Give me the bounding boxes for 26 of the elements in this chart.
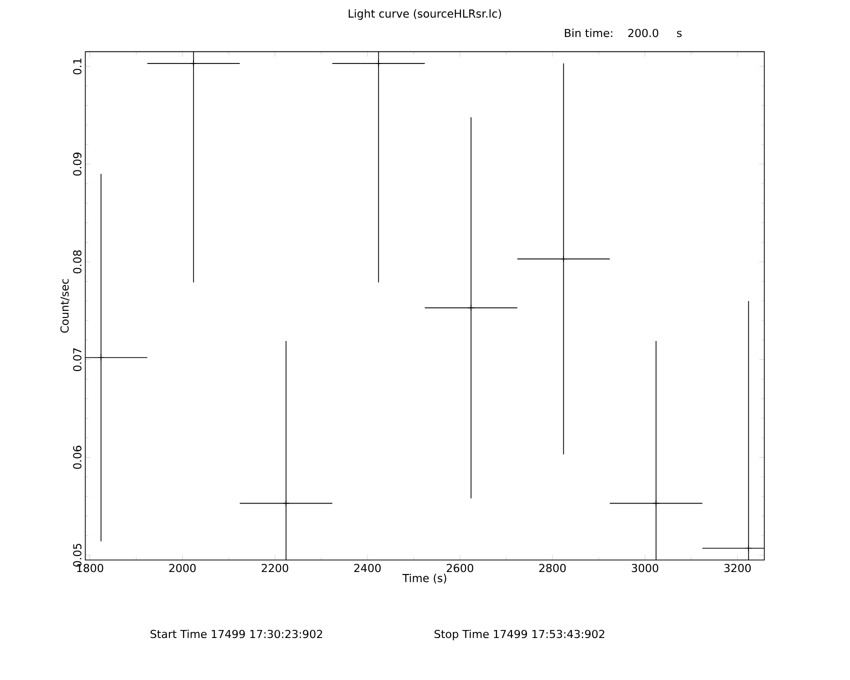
point — [468, 304, 474, 312]
point — [282, 500, 290, 507]
x-tick-label: 3200 — [724, 564, 751, 572]
y-tick-label: 0.09 — [73, 152, 82, 176]
x-tick-label: 2000 — [169, 564, 196, 572]
x-tick-label: 2600 — [446, 564, 474, 572]
x-tick-label: 2400 — [354, 564, 381, 572]
point — [98, 354, 104, 362]
x-tick-label: 2800 — [539, 564, 566, 572]
y-tick-label: 0.1 — [73, 58, 82, 74]
point — [652, 500, 660, 507]
point — [745, 544, 752, 552]
y-tick-label: 0.07 — [73, 348, 82, 372]
point — [375, 60, 382, 67]
x-tick-label: 2200 — [262, 564, 288, 572]
text: Start Time 17499 17:30:23:902 — [150, 630, 322, 638]
x-tick-label: 3000 — [632, 564, 658, 572]
text: Stop Time 17499 17:53:43:902 — [434, 630, 604, 640]
chart-title: Light curve (sourceHLRsr.lc) — [348, 9, 501, 20]
y-tick-label: 0.06 — [73, 446, 82, 469]
point — [560, 256, 567, 262]
y-axis-title: Count/sec — [60, 279, 70, 333]
x-axis-title: Time (s) — [402, 574, 446, 584]
y-tick-label: 0.08 — [73, 250, 82, 274]
chart-subtitle: Bin time: 200.0 s — [564, 28, 682, 38]
point — [190, 60, 197, 67]
